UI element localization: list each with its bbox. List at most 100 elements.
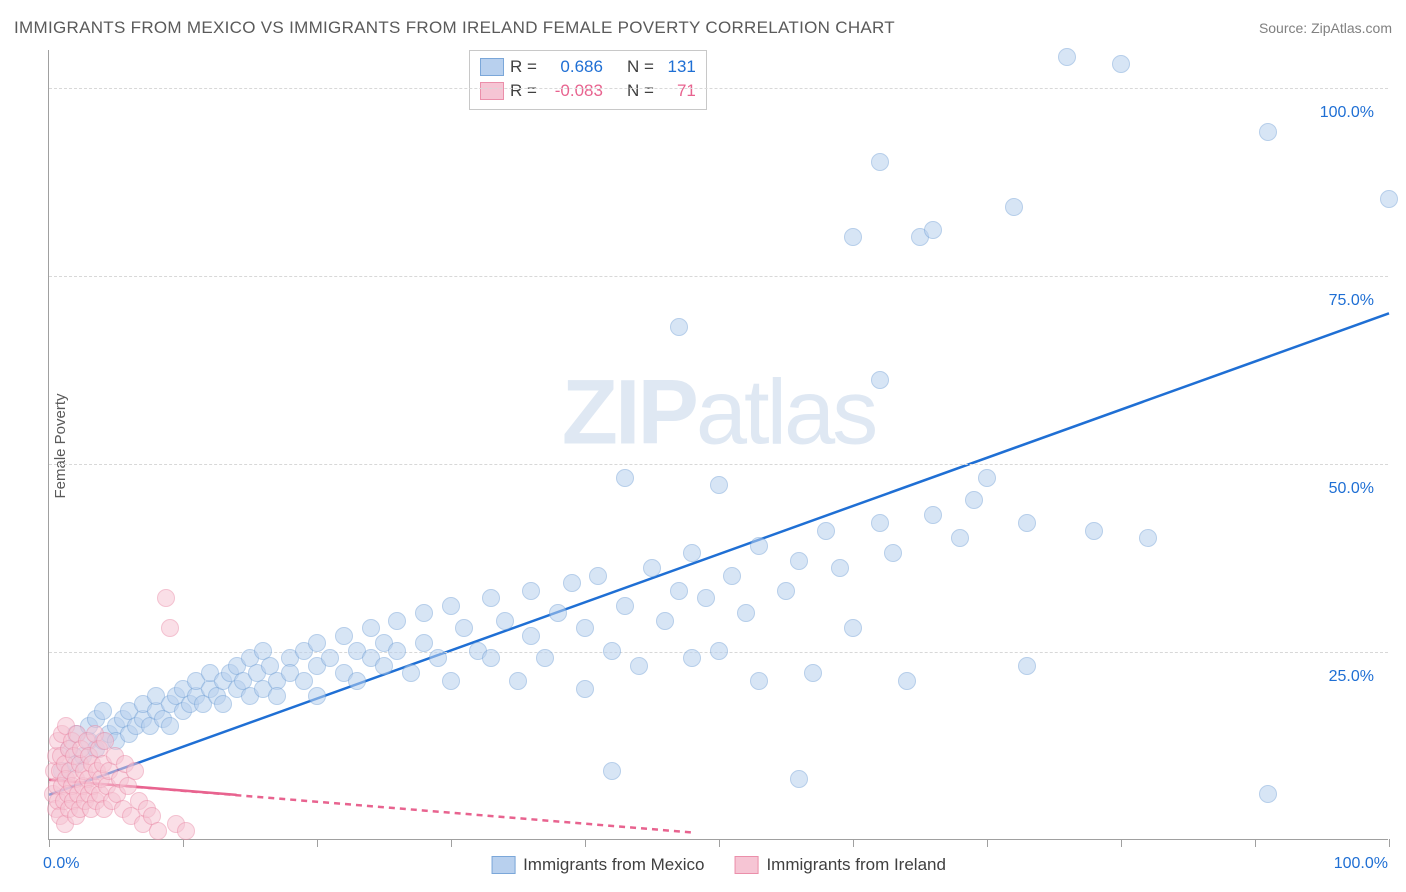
x-tick-label-min: 0.0%: [43, 855, 79, 873]
x-tick: [451, 839, 452, 847]
data-point: [871, 514, 889, 532]
data-point: [482, 649, 500, 667]
y-tick-label: 75.0%: [1329, 292, 1374, 310]
data-point: [388, 612, 406, 630]
data-point: [804, 664, 822, 682]
n-value: 131: [660, 55, 696, 79]
series-legend-item: Immigrants from Ireland: [734, 855, 946, 875]
data-point: [1005, 198, 1023, 216]
data-point: [630, 657, 648, 675]
series-name: Immigrants from Ireland: [766, 855, 946, 875]
data-point: [522, 582, 540, 600]
legend-swatch: [491, 856, 515, 874]
y-tick-label: 50.0%: [1329, 480, 1374, 498]
data-point: [308, 634, 326, 652]
n-label: N =: [627, 55, 654, 79]
r-label: R =: [510, 55, 537, 79]
data-point: [1380, 190, 1398, 208]
y-tick-label: 25.0%: [1329, 668, 1374, 686]
data-point: [656, 612, 674, 630]
source-label: Source: ZipAtlas.com: [1259, 20, 1392, 36]
data-point: [402, 664, 420, 682]
data-point: [737, 604, 755, 622]
x-tick: [1255, 839, 1256, 847]
series-legend: Immigrants from Mexico Immigrants from Ir…: [491, 855, 946, 875]
x-tick: [585, 839, 586, 847]
data-point: [157, 589, 175, 607]
legend-swatch: [734, 856, 758, 874]
data-point: [348, 672, 366, 690]
data-point: [1259, 785, 1277, 803]
data-point: [415, 634, 433, 652]
data-point: [415, 604, 433, 622]
data-point: [1085, 522, 1103, 540]
data-point: [429, 649, 447, 667]
x-tick: [1121, 839, 1122, 847]
x-tick: [719, 839, 720, 847]
data-point: [723, 567, 741, 585]
chart-title: IMMIGRANTS FROM MEXICO VS IMMIGRANTS FRO…: [14, 18, 895, 38]
r-value: 0.686: [543, 55, 603, 79]
data-point: [388, 642, 406, 660]
correlation-row: R =0.686 N =131: [480, 55, 696, 79]
data-point: [94, 702, 112, 720]
data-point: [683, 544, 701, 562]
data-point: [777, 582, 795, 600]
gridline: [49, 464, 1388, 465]
data-point: [362, 619, 380, 637]
data-point: [965, 491, 983, 509]
data-point: [455, 619, 473, 637]
data-point: [1139, 529, 1157, 547]
data-point: [1018, 514, 1036, 532]
gridline: [49, 88, 1388, 89]
data-point: [321, 649, 339, 667]
x-tick: [49, 839, 50, 847]
n-value: 71: [660, 79, 696, 103]
r-label: R =: [510, 79, 537, 103]
data-point: [951, 529, 969, 547]
data-point: [710, 476, 728, 494]
data-point: [603, 762, 621, 780]
data-point: [750, 672, 768, 690]
r-value: -0.083: [543, 79, 603, 103]
data-point: [149, 822, 167, 840]
x-tick: [1389, 839, 1390, 847]
n-label: N =: [627, 79, 654, 103]
data-point: [576, 619, 594, 637]
data-point: [482, 589, 500, 607]
data-point: [844, 228, 862, 246]
x-tick-label-max: 100.0%: [1334, 855, 1388, 873]
data-point: [924, 221, 942, 239]
data-point: [576, 680, 594, 698]
data-point: [670, 582, 688, 600]
data-point: [536, 649, 554, 667]
data-point: [616, 597, 634, 615]
series-legend-item: Immigrants from Mexico: [491, 855, 704, 875]
data-point: [790, 552, 808, 570]
data-point: [295, 672, 313, 690]
data-point: [522, 627, 540, 645]
legend-swatch: [480, 58, 504, 76]
x-tick: [317, 839, 318, 847]
data-point: [1058, 48, 1076, 66]
x-tick: [987, 839, 988, 847]
data-point: [871, 153, 889, 171]
data-point: [214, 695, 232, 713]
data-point: [375, 657, 393, 675]
data-point: [442, 672, 460, 690]
x-tick: [853, 839, 854, 847]
correlation-row: R =-0.083 N =71: [480, 79, 696, 103]
header: IMMIGRANTS FROM MEXICO VS IMMIGRANTS FRO…: [14, 18, 1392, 38]
data-point: [670, 318, 688, 336]
data-point: [549, 604, 567, 622]
data-point: [177, 822, 195, 840]
data-point: [442, 597, 460, 615]
data-point: [898, 672, 916, 690]
trend-line: [49, 313, 1389, 795]
data-point: [161, 717, 179, 735]
data-point: [844, 619, 862, 637]
data-point: [790, 770, 808, 788]
correlation-legend: R =0.686 N =131 R =-0.083 N =71: [469, 50, 707, 110]
series-name: Immigrants from Mexico: [523, 855, 704, 875]
data-point: [643, 559, 661, 577]
